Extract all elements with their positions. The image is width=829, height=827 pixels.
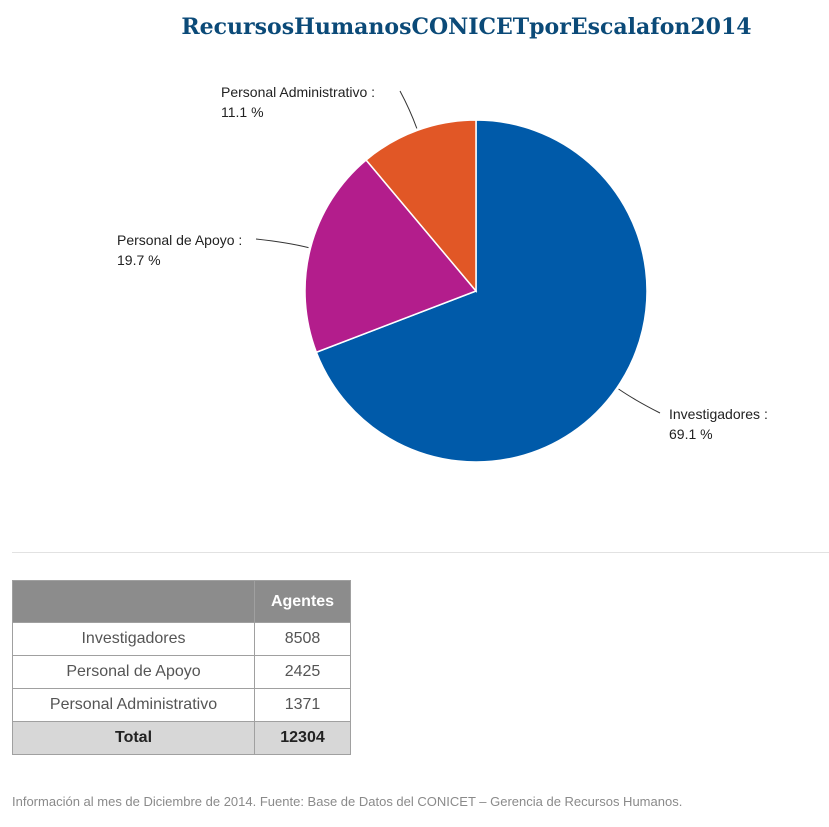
slice-label: Investigadores : [669,406,768,422]
leader-line [255,238,309,249]
pie-slice [315,119,648,463]
slice-label: Personal de Apoyo : [117,232,242,248]
footnote: Información al mes de Diciembre de 2014.… [12,794,683,809]
leader-line [399,90,418,129]
leader-line [618,388,661,414]
table-total-label: Total [12,721,255,755]
table-row: Personal de Apoyo 2425 [12,655,351,689]
chart-title: RecursosHumanosCONICETporEscalafon2014 [181,14,752,40]
table-cell-value: 8508 [254,622,351,656]
pie-slice [365,119,477,294]
pie-chart: Investigadores : 69.1 % Personal de Apoyo … [117,84,768,463]
table-header-empty [12,580,255,623]
data-table: Agentes Investigadores 8508 Personal de … [12,580,351,755]
divider [12,552,829,553]
table-cell-value: 2425 [254,655,351,689]
table-row: Personal Administrativo 1371 [12,688,351,722]
table-total-value: 12304 [254,721,351,755]
table-header-row: Agentes [12,580,351,623]
table-total-row: Total 12304 [12,721,351,755]
table-cell-name: Investigadores [12,622,255,656]
table-cell-name: Personal Administrativo [12,688,255,722]
table-cell-name: Personal de Apoyo [12,655,255,689]
slice-percent-label: 19.7 % [117,252,161,268]
pie-slice [304,158,478,354]
table-row: Investigadores 8508 [12,622,351,656]
slice-percent-label: 69.1 % [669,426,713,442]
slice-percent-label: 11.1 % [221,104,264,120]
table-header-agentes: Agentes [254,580,351,623]
slice-label: Personal Administrativo : [221,84,375,100]
table-cell-value: 1371 [254,688,351,722]
